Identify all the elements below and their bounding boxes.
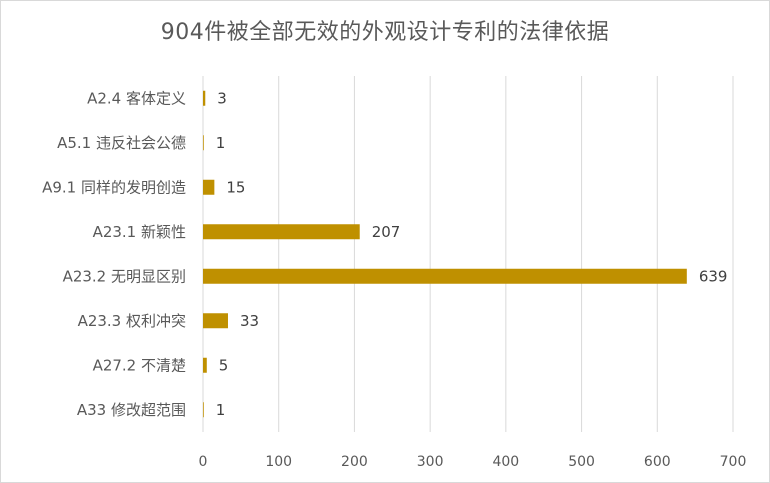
bar [203, 90, 206, 106]
x-tick-label: 100 [265, 454, 292, 470]
category-labels: A2.4 客体定义 A5.1 违反社会公德 A9.1 同样的发明创造 A23.1 新颖… [42, 89, 186, 419]
chart-title: 904件被全部无效的外观设计专利的法律依据 [160, 20, 610, 45]
data-label: 3 [217, 89, 227, 107]
data-labels: 3 1 15 207 639 33 5 1 [216, 89, 728, 419]
category-label: A27.2 不清楚 [93, 356, 186, 374]
data-label: 207 [372, 223, 401, 241]
x-tick-label: 700 [720, 454, 747, 470]
data-label: 5 [219, 356, 229, 374]
category-label: A33 修改超范围 [77, 401, 186, 419]
category-label: A2.4 客体定义 [87, 89, 186, 107]
bar [203, 402, 204, 418]
data-label: 1 [216, 134, 226, 152]
bar [203, 268, 687, 284]
x-tick-label: 600 [644, 454, 671, 470]
category-label: A23.2 无明显区别 [63, 267, 186, 285]
data-label: 639 [699, 267, 728, 285]
data-label: 33 [240, 312, 259, 330]
data-label: 1 [216, 401, 226, 419]
x-tick-label: 400 [492, 454, 519, 470]
bar [203, 357, 207, 373]
x-tick-label: 300 [417, 454, 444, 470]
category-label: A9.1 同样的发明创造 [42, 178, 186, 196]
category-label: A23.3 权利冲突 [78, 312, 186, 330]
x-tick-label: 0 [199, 454, 208, 470]
category-label: A5.1 违反社会公德 [57, 134, 186, 152]
x-tick-label: 200 [341, 454, 368, 470]
bar [203, 179, 215, 195]
x-tick-label: 500 [568, 454, 595, 470]
bars [203, 90, 687, 418]
bar [203, 135, 204, 151]
data-label: 15 [226, 178, 245, 196]
gridlines [202, 76, 734, 432]
category-label: A23.1 新颖性 [93, 223, 186, 241]
bar [203, 224, 360, 240]
x-tick-labels: 0 100 200 300 400 500 600 700 [199, 454, 747, 470]
bar [203, 313, 228, 329]
